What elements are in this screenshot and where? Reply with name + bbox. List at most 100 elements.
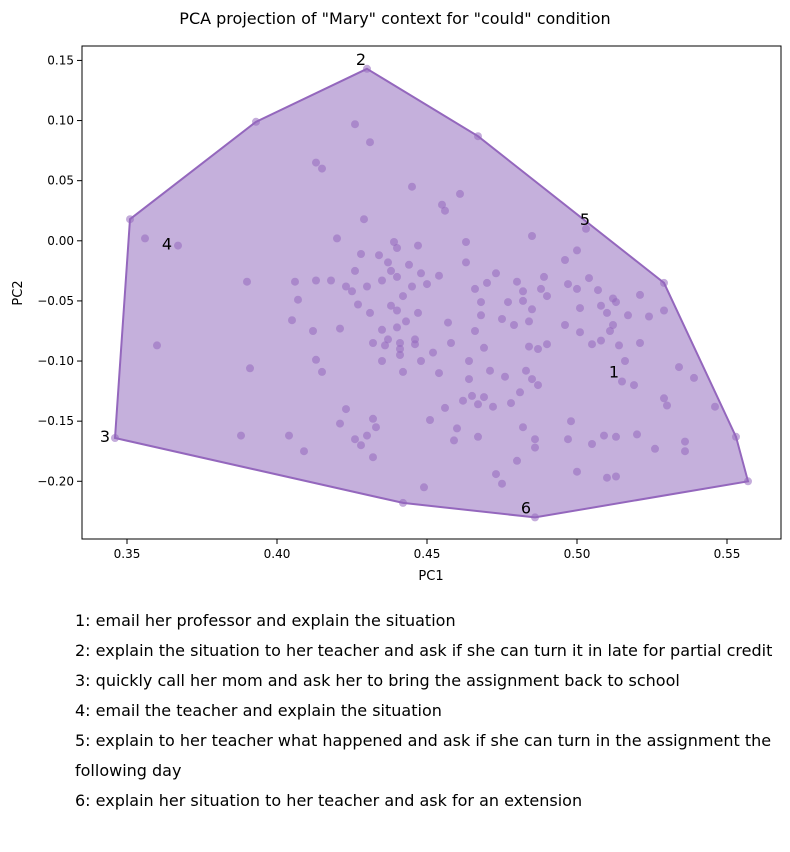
data-point <box>636 290 644 299</box>
point-label-3: 3 <box>100 427 110 446</box>
data-point <box>291 277 299 286</box>
point-label-6: 6 <box>521 498 531 517</box>
y-axis-ticks: 0.15 0.10 0.05 0.00 −0.05 −0.10 −0.15 −0.20 <box>37 53 82 488</box>
data-point <box>336 419 344 428</box>
data-point <box>384 335 392 344</box>
legend-item-2: 2: explain the situation to her teacher … <box>75 641 773 660</box>
y-tick-label: −0.15 <box>37 414 74 428</box>
data-point <box>606 327 614 335</box>
data-point <box>531 513 539 522</box>
data-point <box>357 441 365 450</box>
data-point <box>420 483 428 492</box>
data-point <box>600 431 608 440</box>
data-point <box>246 364 254 373</box>
data-point <box>597 301 605 310</box>
data-point <box>564 435 572 444</box>
data-point <box>438 200 446 209</box>
data-point <box>573 284 581 293</box>
data-point <box>393 323 401 332</box>
data-point <box>414 308 422 317</box>
data-point <box>630 381 638 390</box>
data-point <box>537 284 545 293</box>
data-point <box>531 435 539 444</box>
data-point <box>471 327 479 335</box>
legend-list: 1: email her professor and explain the s… <box>75 606 775 816</box>
legend-item-3: 3: quickly call her mom and ask her to b… <box>75 671 680 690</box>
y-tick-label: 0.10 <box>47 114 74 128</box>
data-point <box>327 276 335 285</box>
data-point <box>636 339 644 347</box>
data-point <box>534 381 542 390</box>
data-point <box>588 440 596 448</box>
data-point <box>111 434 119 442</box>
data-point <box>363 431 371 440</box>
data-point <box>660 306 668 315</box>
data-point <box>435 271 443 280</box>
data-point <box>540 272 548 281</box>
legend-item-1: 1: email her professor and explain the s… <box>75 611 456 630</box>
data-point <box>360 215 368 224</box>
data-point <box>333 234 341 243</box>
data-point <box>711 402 719 411</box>
data-point <box>342 405 350 414</box>
data-point <box>141 234 149 243</box>
data-point <box>681 447 689 456</box>
data-point <box>435 369 443 378</box>
data-point <box>444 318 452 327</box>
data-point <box>516 388 524 397</box>
data-point <box>498 315 506 323</box>
data-point <box>441 403 449 412</box>
data-point <box>408 282 416 291</box>
pca-scatter-chart: PCA projection of "Mary" context for "co… <box>11 9 782 584</box>
data-point <box>312 158 320 167</box>
y-tick-label: 0.05 <box>47 174 74 188</box>
data-point <box>414 241 422 250</box>
data-point <box>285 431 293 440</box>
data-point <box>480 343 488 352</box>
data-point <box>507 399 515 408</box>
x-tick-label: 0.45 <box>414 547 441 561</box>
data-point <box>462 238 470 246</box>
x-tick-label: 0.35 <box>114 547 141 561</box>
data-point <box>369 414 377 423</box>
point-label-4: 4 <box>162 235 172 254</box>
data-point <box>342 282 350 291</box>
data-point <box>510 321 518 329</box>
data-point <box>252 117 260 126</box>
data-point <box>312 355 320 364</box>
data-point <box>588 340 596 349</box>
data-point <box>459 396 467 405</box>
data-point <box>528 375 536 384</box>
data-point <box>387 266 395 275</box>
data-point <box>462 258 470 267</box>
data-point <box>561 256 569 264</box>
data-point <box>396 345 404 353</box>
data-point <box>477 311 485 320</box>
chart-title: PCA projection of "Mary" context for "co… <box>179 9 610 28</box>
data-point <box>489 402 497 411</box>
x-tick-label: 0.50 <box>564 547 591 561</box>
data-point <box>372 423 380 432</box>
data-point <box>504 298 512 307</box>
data-point <box>474 432 482 441</box>
data-point <box>369 453 377 462</box>
data-point <box>582 224 590 233</box>
data-point <box>645 312 653 321</box>
data-point <box>603 473 611 482</box>
data-point <box>519 296 527 305</box>
data-point <box>501 372 509 381</box>
data-point <box>351 435 359 444</box>
data-point <box>519 287 527 296</box>
data-point <box>612 472 620 481</box>
data-point <box>567 417 575 426</box>
data-point <box>732 432 740 441</box>
data-point <box>543 340 551 349</box>
data-point <box>621 357 629 365</box>
data-point <box>456 189 464 198</box>
data-point <box>384 258 392 267</box>
data-point <box>660 394 668 403</box>
data-point <box>411 340 419 349</box>
data-point <box>426 416 434 424</box>
x-axis-ticks: 0.35 0.40 0.45 0.50 0.55 <box>114 539 740 561</box>
data-point <box>408 182 416 191</box>
